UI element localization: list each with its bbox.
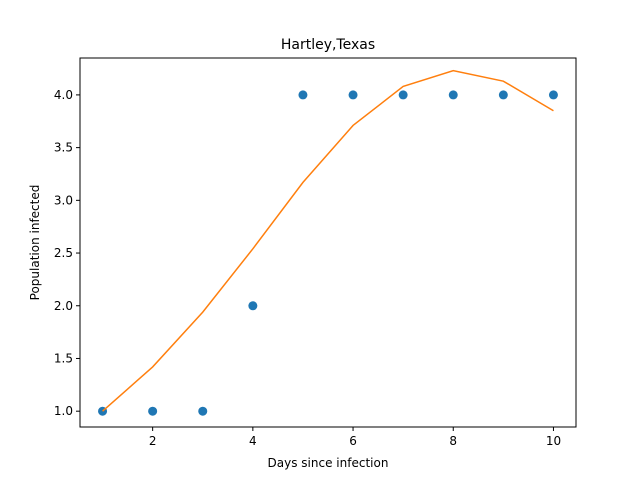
y-axis-label: Population infected bbox=[28, 185, 42, 301]
x-tick-label: 8 bbox=[449, 434, 457, 448]
y-tick-label: 2.5 bbox=[54, 246, 73, 260]
data-point bbox=[448, 90, 458, 100]
y-tick-label: 1.5 bbox=[54, 351, 73, 365]
data-point bbox=[498, 90, 508, 100]
y-tick-label: 4.0 bbox=[54, 88, 73, 102]
y-tick-label: 3.5 bbox=[54, 141, 73, 155]
x-tick-label: 4 bbox=[249, 434, 257, 448]
data-point bbox=[548, 90, 558, 100]
data-point bbox=[348, 90, 358, 100]
series-line-1 bbox=[102, 69, 554, 412]
plot-frame bbox=[79, 57, 577, 428]
x-axis-label: Days since infection bbox=[268, 456, 389, 470]
data-point bbox=[298, 90, 308, 100]
x-tick-label: 2 bbox=[149, 434, 157, 448]
x-axis: 2 4 6 8 10 bbox=[149, 427, 561, 448]
y-axis: 1.0 1.5 2.0 2.5 3.0 3.5 4.0 bbox=[54, 88, 80, 418]
chart-title: Hartley,Texas bbox=[281, 37, 375, 53]
x-tick-label: 10 bbox=[546, 434, 561, 448]
data-point bbox=[398, 90, 408, 100]
x-tick-label: 6 bbox=[349, 434, 357, 448]
data-point bbox=[198, 406, 208, 416]
y-tick-label: 2.0 bbox=[54, 299, 73, 313]
data-point bbox=[248, 301, 258, 311]
plot-content bbox=[98, 69, 558, 416]
y-tick-label: 3.0 bbox=[54, 193, 73, 207]
y-tick-label: 1.0 bbox=[54, 404, 73, 418]
data-point bbox=[148, 406, 158, 416]
